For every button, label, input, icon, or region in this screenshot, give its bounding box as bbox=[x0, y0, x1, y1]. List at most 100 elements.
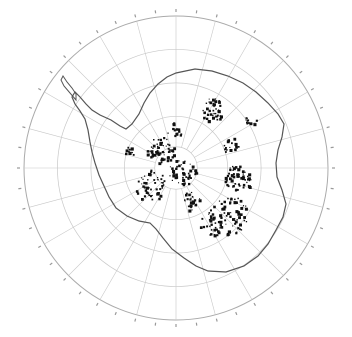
site-mark bbox=[146, 153, 150, 157]
site-mark bbox=[230, 149, 233, 151]
site-mark bbox=[238, 216, 241, 220]
border-tick bbox=[49, 70, 53, 74]
site-mark bbox=[236, 175, 240, 178]
border-tick bbox=[49, 262, 53, 266]
site-mark bbox=[232, 218, 235, 221]
site-mark bbox=[220, 115, 222, 118]
site-mark bbox=[211, 213, 214, 215]
site-mark bbox=[156, 188, 158, 191]
border-tick bbox=[95, 302, 99, 306]
site-mark bbox=[213, 228, 217, 232]
meridian-line bbox=[136, 21, 171, 148]
site-mark bbox=[247, 122, 250, 124]
site-mark bbox=[245, 117, 248, 119]
site-mark bbox=[232, 225, 234, 227]
site-mark bbox=[209, 101, 213, 105]
site-mark bbox=[241, 213, 243, 215]
site-mark bbox=[208, 218, 211, 221]
site-mark bbox=[224, 219, 227, 222]
site-mark bbox=[235, 188, 238, 191]
site-mark bbox=[239, 165, 242, 169]
site-mark bbox=[208, 213, 210, 215]
site-mark bbox=[227, 212, 230, 216]
site-mark bbox=[218, 109, 220, 111]
site-mark bbox=[188, 193, 191, 197]
border-tick bbox=[22, 126, 26, 129]
site-mark bbox=[141, 177, 143, 179]
border-tick bbox=[270, 41, 274, 45]
site-mark bbox=[169, 159, 173, 162]
site-mark bbox=[211, 215, 213, 218]
site-mark bbox=[143, 181, 146, 185]
site-mark bbox=[150, 195, 153, 198]
site-mark bbox=[156, 150, 159, 153]
site-mark bbox=[141, 183, 143, 185]
site-mark bbox=[162, 182, 164, 184]
site-mark bbox=[212, 98, 215, 102]
border-tick bbox=[319, 227, 324, 230]
site-mark bbox=[192, 203, 194, 205]
border-tick bbox=[134, 14, 137, 18]
site-mark bbox=[168, 144, 171, 147]
border-tick bbox=[78, 291, 82, 295]
site-mark bbox=[175, 173, 178, 177]
site-mark bbox=[183, 172, 185, 174]
site-mark bbox=[166, 138, 168, 141]
site-mark bbox=[241, 170, 245, 173]
site-mark bbox=[220, 216, 223, 219]
site-mark bbox=[150, 170, 153, 173]
border-tick bbox=[95, 30, 99, 34]
site-mark bbox=[240, 213, 243, 216]
site-mark bbox=[212, 216, 216, 220]
site-mark bbox=[213, 103, 216, 107]
site-mark bbox=[226, 140, 230, 144]
site-mark bbox=[209, 220, 213, 223]
site-mark bbox=[247, 119, 250, 122]
site-mark bbox=[195, 169, 197, 171]
site-mark bbox=[181, 183, 184, 185]
site-mark bbox=[226, 149, 228, 151]
meridian-line bbox=[29, 173, 156, 208]
site-mark bbox=[232, 175, 236, 179]
site-mark bbox=[234, 198, 236, 201]
site-mark bbox=[153, 139, 155, 141]
site-mark bbox=[239, 223, 242, 227]
site-mark bbox=[178, 182, 180, 184]
site-mark bbox=[248, 186, 252, 189]
site-mark bbox=[125, 149, 129, 153]
meridian-line bbox=[29, 128, 156, 163]
site-mark bbox=[214, 100, 218, 104]
site-mark bbox=[187, 205, 190, 208]
site-mark bbox=[235, 145, 237, 147]
site-mark bbox=[238, 183, 240, 186]
site-mark bbox=[157, 139, 160, 141]
site-mark bbox=[243, 219, 246, 222]
site-mark bbox=[233, 137, 237, 141]
site-mark bbox=[226, 174, 230, 178]
site-mark bbox=[155, 151, 158, 154]
site-mark bbox=[245, 221, 248, 223]
site-mark bbox=[227, 197, 229, 200]
site-mark bbox=[230, 197, 232, 199]
site-mark bbox=[233, 218, 236, 220]
site-mark bbox=[136, 192, 140, 195]
site-mark bbox=[149, 173, 152, 176]
site-mark bbox=[246, 181, 248, 184]
border-tick bbox=[326, 207, 330, 210]
site-mark bbox=[228, 234, 231, 236]
site-mark bbox=[229, 201, 232, 204]
border-tick bbox=[285, 277, 289, 281]
site-mark bbox=[182, 168, 185, 171]
border-tick bbox=[319, 106, 324, 109]
site-mark bbox=[179, 134, 182, 137]
site-mark bbox=[177, 161, 179, 163]
site-mark bbox=[167, 132, 169, 134]
site-mark bbox=[156, 192, 160, 196]
site-mark bbox=[208, 212, 211, 214]
site-mark bbox=[157, 178, 159, 181]
site-mark bbox=[247, 178, 250, 181]
site-mark bbox=[240, 229, 243, 231]
site-mark bbox=[163, 158, 166, 161]
site-mark bbox=[173, 129, 176, 132]
